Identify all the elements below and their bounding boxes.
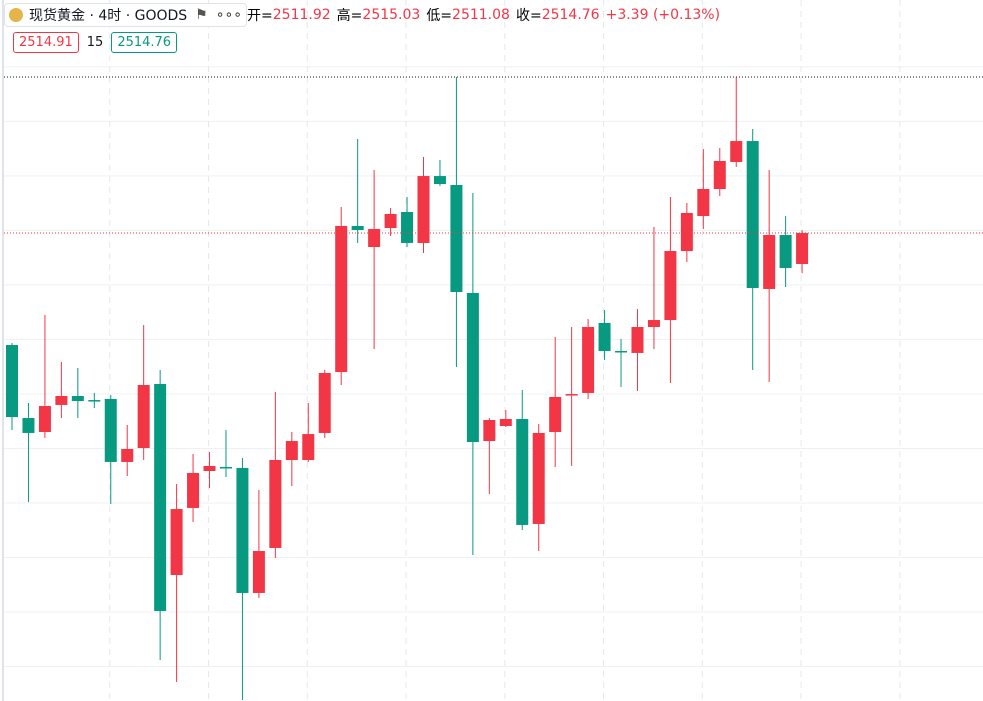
candle-body [203,465,216,472]
candle-body [285,441,298,460]
candle-body [631,327,644,353]
candle-body [746,141,759,288]
candle-body [219,466,232,469]
candle-body [351,225,364,230]
candle-body [565,394,578,396]
candle-body [187,472,200,508]
candle-body [549,396,562,432]
candle-body [450,184,463,293]
high-label: 高= [336,8,363,24]
more-button[interactable]: ∘∘∘ [215,7,243,23]
candle-body [121,448,134,462]
candle-body [368,229,381,248]
symbol-box[interactable]: 现货黄金 · 4时 · GOODS ⚑ ∘∘∘ [4,3,248,27]
candle-body [302,434,315,460]
open-label: 开= [247,8,273,24]
low-value: 2511.08 [452,7,510,23]
candle-body [269,459,282,548]
candle-body [713,160,726,190]
candle-body [697,189,710,217]
candle-body [417,176,430,243]
candle-body [433,176,446,184]
open-value: 2511.92 [272,7,331,23]
candle-body [104,398,117,462]
candle-body [615,350,628,353]
spread: 15 [86,35,104,50]
bid-box[interactable]: 2514.91 [13,32,79,53]
ask-box[interactable]: 2514.76 [111,32,178,53]
candle-body [582,327,595,393]
candle-body [38,406,51,432]
candle-body [499,419,512,426]
candle-body [154,384,167,611]
candle-body [6,344,18,418]
candle-body [401,212,414,243]
candle-body [680,212,693,252]
candle-body [318,373,331,433]
change: +3.39 (+0.13%) [605,7,721,23]
candle-body [22,418,35,433]
candle-body [664,251,677,321]
candle-body [763,235,776,289]
symbol-title: 现货黄金 · 4时 · GOODS [29,8,188,24]
candle-body [55,396,68,405]
candle-body [384,213,397,229]
symbol-icon [9,8,23,22]
candle-body [779,235,792,269]
candle-body [532,432,545,524]
high-value: 2515.03 [362,7,421,23]
candle-body [796,233,809,265]
candle-body [335,225,348,373]
candle-body [252,551,265,593]
candle-body [598,322,611,351]
candle-body [647,320,660,328]
low-label: 低= [426,8,453,24]
flag-icon[interactable]: ⚑ [195,7,208,23]
candle-body [88,400,101,402]
candle-body [483,419,496,442]
candle-body [466,293,479,443]
quote-row: 2514.91 15 2514.76 [13,32,178,53]
candle-body [170,509,183,575]
candle-body [71,396,84,402]
candle-body [516,419,529,525]
close-value: 2514.76 [541,7,600,23]
candle-body [137,384,150,449]
legend-header: 现货黄金 · 4时 · GOODS ⚑ ∘∘∘ 开= 2511.92 高= 2515… [4,3,721,27]
close-label: 收= [515,8,542,24]
candle-body [730,141,743,162]
candle-body [236,467,249,593]
